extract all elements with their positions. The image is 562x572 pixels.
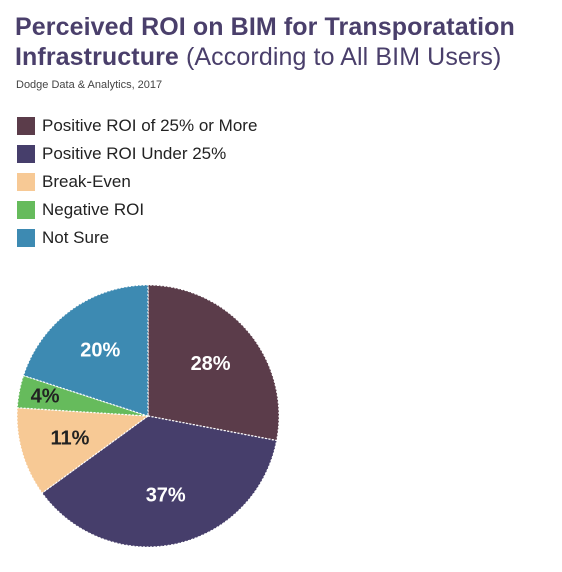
legend-swatch [17, 201, 35, 219]
pie-slice [16, 407, 150, 494]
pie-slice-label: 11% [51, 428, 90, 450]
legend-swatch [17, 173, 35, 191]
chart-title-main-1: Perceived ROI on BIM for Transporatation [15, 13, 515, 41]
legend-label: Not Sure [42, 228, 110, 247]
pie-slice [147, 284, 280, 442]
legend-swatch [17, 145, 35, 163]
legend-label: Negative ROI [42, 200, 145, 219]
pie-slice [22, 284, 149, 417]
chart-legend: Positive ROI of 25% or More Positive ROI … [17, 112, 257, 252]
legend-item: Positive ROI Under 25% [17, 140, 257, 168]
pie-slice [41, 415, 278, 548]
source-note: Dodge Data & Analytics, 2017 [16, 79, 163, 91]
legend-label: Break-Even [42, 172, 131, 191]
legend-item: Positive ROI of 25% or More [17, 112, 257, 140]
legend-item: Negative ROI [17, 196, 257, 224]
legend-item: Break-Even [17, 168, 257, 196]
pie-slice-label: 4% [31, 385, 60, 407]
legend-label: Positive ROI of 25% or More [42, 116, 258, 135]
chart-title-main-2: Infrastructure [15, 43, 179, 71]
pie-slice-label: 37% [146, 484, 186, 506]
pie-slice-label: 20% [80, 339, 120, 361]
legend-label: Positive ROI Under 25% [42, 144, 227, 163]
chart-subtitle: (According to All BIM Users) [185, 43, 502, 71]
legend-swatch [17, 117, 35, 135]
legend-item: Not Sure [17, 224, 257, 252]
pie-slice-label: 28% [191, 353, 231, 375]
chart-title: Perceived ROI on BIM for Transporatation… [15, 12, 555, 72]
pie-slice [16, 374, 149, 417]
legend-swatch [17, 229, 35, 247]
